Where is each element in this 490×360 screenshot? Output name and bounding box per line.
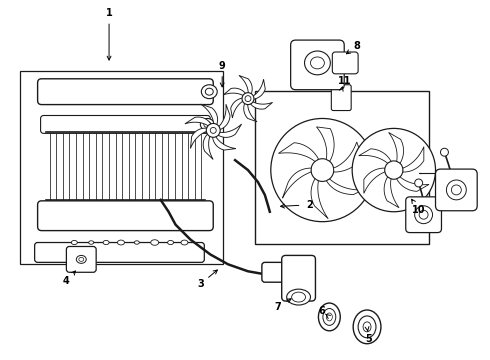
Ellipse shape [79,257,84,261]
FancyBboxPatch shape [332,52,358,74]
Circle shape [441,148,448,156]
Ellipse shape [200,118,214,130]
FancyBboxPatch shape [291,40,344,90]
FancyBboxPatch shape [262,262,290,282]
Text: 10: 10 [412,205,425,215]
Polygon shape [282,168,311,198]
Circle shape [415,179,422,187]
Ellipse shape [118,240,124,245]
Text: 4: 4 [63,276,70,286]
Ellipse shape [451,185,461,195]
FancyBboxPatch shape [38,201,213,231]
Text: 5: 5 [366,334,372,344]
Ellipse shape [318,303,340,331]
Polygon shape [239,76,252,94]
Ellipse shape [305,51,330,75]
Ellipse shape [201,85,217,99]
Polygon shape [191,128,207,148]
FancyBboxPatch shape [282,255,316,301]
Polygon shape [317,127,334,161]
Polygon shape [253,79,265,99]
FancyBboxPatch shape [35,243,204,262]
Text: 1: 1 [106,8,112,18]
Polygon shape [278,143,318,161]
Ellipse shape [363,322,371,332]
Ellipse shape [103,240,109,244]
Ellipse shape [72,240,77,244]
Polygon shape [218,124,242,138]
FancyBboxPatch shape [406,197,441,233]
Circle shape [242,93,254,105]
Text: 3: 3 [197,279,204,289]
Polygon shape [223,88,246,96]
Ellipse shape [311,57,324,69]
Circle shape [311,159,334,181]
Circle shape [210,127,216,133]
Polygon shape [359,149,391,163]
Polygon shape [397,177,429,191]
Polygon shape [185,117,211,126]
Ellipse shape [89,241,94,244]
Text: 2: 2 [306,200,313,210]
Circle shape [352,129,436,212]
Bar [255,91,429,244]
Polygon shape [326,179,364,194]
FancyBboxPatch shape [41,116,210,133]
Bar [20,71,223,264]
Polygon shape [389,132,404,163]
Polygon shape [334,142,362,172]
Polygon shape [244,103,257,122]
Polygon shape [201,104,218,125]
Text: 6: 6 [318,306,325,316]
Text: 11: 11 [338,76,351,86]
Ellipse shape [353,310,381,344]
Ellipse shape [292,292,306,302]
Ellipse shape [205,88,213,95]
Ellipse shape [76,255,86,264]
Ellipse shape [326,313,332,321]
Polygon shape [311,179,328,219]
Polygon shape [231,98,244,118]
Polygon shape [364,168,385,193]
Ellipse shape [358,316,376,338]
Ellipse shape [181,240,188,245]
Polygon shape [203,134,213,159]
Ellipse shape [323,309,336,325]
Polygon shape [250,102,272,109]
Ellipse shape [419,210,428,219]
Polygon shape [219,104,230,130]
Polygon shape [403,147,424,172]
Ellipse shape [446,180,466,200]
Text: 7: 7 [274,302,281,312]
Ellipse shape [415,206,433,224]
Polygon shape [213,136,236,150]
Text: 8: 8 [354,41,361,51]
Text: 9: 9 [219,61,225,71]
FancyBboxPatch shape [436,169,477,211]
Polygon shape [384,177,399,208]
Ellipse shape [134,241,139,244]
Circle shape [271,118,374,222]
Ellipse shape [168,240,173,244]
FancyBboxPatch shape [38,79,213,105]
FancyBboxPatch shape [331,85,351,111]
Circle shape [385,161,403,179]
Circle shape [245,96,251,102]
FancyBboxPatch shape [66,247,96,272]
Ellipse shape [151,240,159,245]
Ellipse shape [204,121,211,127]
Ellipse shape [287,289,311,305]
Circle shape [206,123,220,137]
